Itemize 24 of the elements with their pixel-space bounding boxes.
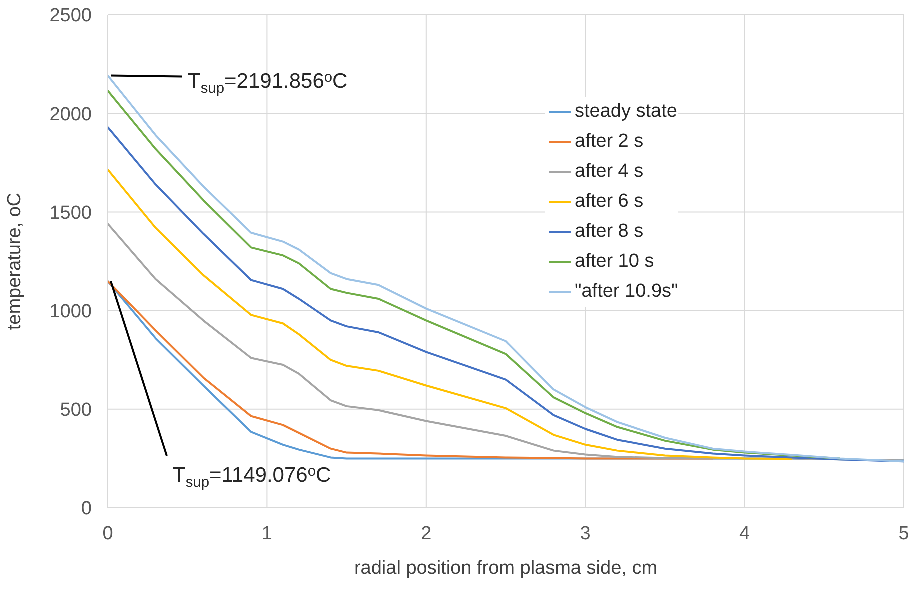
annotation: T$_{sup}$=2191.856$^{o}$C bbox=[188, 70, 348, 96]
annotation: T$_{sup}$=1149.076$^{o}$C bbox=[173, 464, 332, 490]
x-tick-label: 1 bbox=[262, 523, 272, 544]
x-tick-label: 2 bbox=[421, 523, 432, 544]
y-tick-label: 1000 bbox=[50, 302, 92, 323]
legend-label: after 8 s bbox=[575, 220, 644, 244]
line-series bbox=[108, 223, 904, 462]
y-tick-label: 500 bbox=[60, 400, 92, 422]
x-axis-title: radial position from plasma side, cm bbox=[354, 558, 658, 579]
x-tick-label: 5 bbox=[898, 523, 910, 544]
y-tick-label: 2500 bbox=[50, 6, 92, 27]
x-tick-label: 0 bbox=[102, 523, 114, 544]
legend-label: steady state bbox=[575, 100, 678, 124]
y-axis-title: temperature, oC bbox=[4, 192, 26, 330]
x-tick-label: 3 bbox=[580, 523, 591, 544]
legend-label: "after 10.9s" bbox=[575, 280, 678, 304]
y-tick-label: 1500 bbox=[50, 202, 92, 224]
legend-label: after 6 s bbox=[575, 190, 644, 214]
legend-label: after 2 s bbox=[575, 130, 644, 154]
y-tick-label: 2000 bbox=[50, 104, 92, 126]
y-tick-label: 0 bbox=[81, 498, 92, 520]
legend-label: after 4 s bbox=[575, 160, 644, 184]
legend-label: after 10 s bbox=[575, 250, 654, 274]
x-tick-label: 4 bbox=[740, 523, 751, 544]
